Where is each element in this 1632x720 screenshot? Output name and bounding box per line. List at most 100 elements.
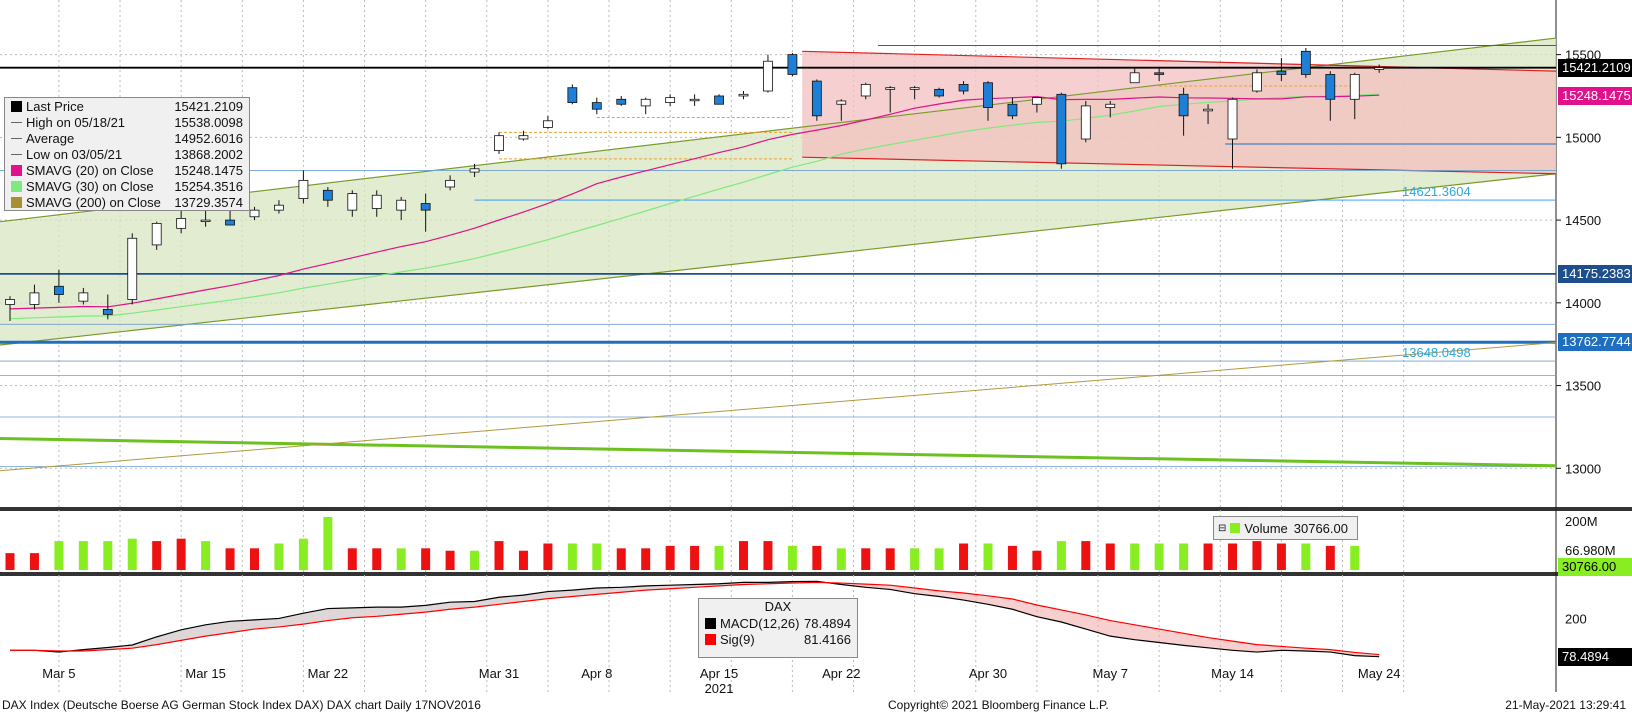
volume-bar — [959, 543, 969, 570]
candle — [1105, 100, 1116, 118]
x-tick-label: Apr 22 — [822, 666, 860, 681]
volume-bar — [1276, 543, 1286, 570]
macd-series-name: MACD(12,26) — [720, 615, 800, 631]
volume-tick-label: 66.980M — [1565, 543, 1616, 558]
x-tick-label: Apr 8 — [581, 666, 612, 681]
volume-bar — [372, 548, 382, 570]
candle-body — [1300, 50, 1311, 75]
candle-body — [371, 194, 382, 209]
candle — [958, 81, 969, 95]
candle-body — [1252, 72, 1262, 92]
candle-body — [298, 179, 309, 199]
candle-body — [958, 83, 969, 92]
volume-bar — [665, 545, 675, 570]
candle — [811, 79, 822, 121]
candle — [689, 94, 700, 106]
volume-bar — [1228, 543, 1237, 570]
candle — [396, 196, 407, 221]
volume-bar — [176, 538, 186, 570]
volume-bar — [54, 541, 64, 570]
candle — [787, 52, 798, 77]
volume-bar — [470, 550, 480, 570]
candle — [469, 163, 480, 178]
x-tick-label: May 14 — [1211, 666, 1254, 681]
footer-copyright: Copyright© 2021 Bloomberg Finance L.P. — [888, 698, 1109, 712]
candle-body — [54, 285, 64, 295]
candle — [738, 91, 749, 100]
volume-bar — [690, 545, 700, 570]
volume-bar — [1179, 543, 1189, 570]
candle-body — [1080, 105, 1091, 140]
volume-bar — [714, 545, 724, 570]
legend-row: SMAVG (20) on Close 15248.1475 — [5, 162, 249, 178]
candle-body — [689, 98, 700, 102]
candle-body — [322, 189, 333, 201]
x-year-label: 2021 — [705, 681, 734, 696]
candle — [836, 99, 847, 121]
x-tick-label: Mar 22 — [308, 666, 348, 681]
volume-legend-value: 30766.00 — [1293, 520, 1348, 536]
volume-bar — [323, 517, 333, 570]
candle-body — [738, 93, 749, 97]
volume-legend: ⊟ Volume 30766.00 — [1213, 516, 1358, 540]
candle — [78, 287, 89, 305]
legend-value: 13729.3574 — [174, 194, 243, 210]
candle-body — [1178, 93, 1189, 117]
macd-fill — [10, 581, 1380, 657]
candle — [591, 97, 602, 115]
volume-bar — [347, 548, 357, 570]
legend-name: SMAVG (200) on Close — [26, 194, 161, 210]
candle — [1056, 92, 1067, 169]
volume-bar — [1154, 543, 1164, 570]
volume-bar — [787, 545, 797, 570]
candle — [54, 269, 64, 303]
candle-body — [714, 95, 724, 105]
volume-bar — [616, 548, 626, 570]
candle-body — [445, 179, 456, 188]
footer-description: DAX Index (Deutsche Boerse AG German Sto… — [2, 698, 481, 712]
candle — [1007, 97, 1018, 120]
volume-bar — [29, 553, 39, 570]
volume-bar — [1325, 545, 1335, 570]
candle-body — [78, 292, 89, 302]
candle — [983, 81, 993, 121]
price-tag: 15248.1475 — [1558, 87, 1632, 106]
candle — [665, 94, 676, 106]
candle-body — [885, 87, 896, 90]
candle-body — [1349, 74, 1360, 100]
candle — [1227, 97, 1238, 169]
volume-bar — [445, 550, 455, 570]
signal-line — [10, 581, 1380, 656]
candle — [176, 210, 187, 234]
legend-row: Average 14952.6016 — [5, 130, 249, 146]
candle — [1032, 97, 1042, 113]
legend-swatch — [11, 100, 22, 112]
legend-row: SMAVG (30) on Close 15254.3516 — [5, 178, 249, 194]
price-tag: 15421.2109 — [1558, 58, 1632, 77]
candle — [640, 97, 651, 115]
y-tick-label: 13500 — [1565, 379, 1601, 394]
candle-body — [5, 299, 15, 305]
candle-body — [347, 193, 358, 211]
candle — [518, 130, 529, 141]
volume-bar — [592, 543, 602, 570]
candle-body — [763, 60, 773, 92]
candle-body — [543, 120, 553, 128]
volume-bar — [861, 548, 871, 570]
candle-body — [1374, 67, 1385, 70]
volume-bar — [1056, 541, 1066, 570]
candle — [934, 87, 944, 98]
candle — [909, 86, 920, 100]
legend-value: 15421.2109 — [174, 98, 243, 114]
volume-bar — [1252, 541, 1262, 570]
x-tick-label: Apr 15 — [700, 666, 738, 681]
candle — [5, 296, 15, 322]
legend-name: SMAVG (20) on Close — [26, 162, 154, 178]
x-tick-label: Mar 15 — [185, 666, 225, 681]
legend-row: Last Price 15421.2109 — [5, 98, 249, 114]
candle-body — [1032, 97, 1042, 105]
volume-bar — [934, 548, 944, 570]
candle-body — [29, 292, 40, 305]
